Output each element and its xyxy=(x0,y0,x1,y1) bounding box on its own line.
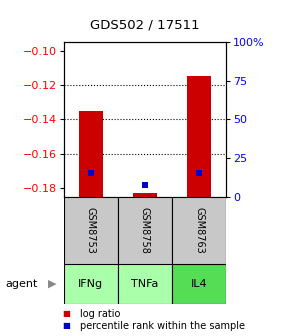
Text: GSM8758: GSM8758 xyxy=(140,207,150,254)
Bar xyxy=(64,197,118,264)
Bar xyxy=(172,264,226,304)
Bar xyxy=(187,76,211,197)
Text: ▶: ▶ xyxy=(48,279,57,289)
Bar xyxy=(79,111,103,197)
Text: GDS502 / 17511: GDS502 / 17511 xyxy=(90,18,200,32)
Text: TNFa: TNFa xyxy=(131,279,159,289)
Text: GSM8753: GSM8753 xyxy=(86,207,96,254)
Bar xyxy=(172,197,226,264)
Text: IFNg: IFNg xyxy=(78,279,104,289)
Text: percentile rank within the sample: percentile rank within the sample xyxy=(80,321,245,331)
Text: ■: ■ xyxy=(62,321,70,330)
Text: GSM8763: GSM8763 xyxy=(194,207,204,254)
Text: IL4: IL4 xyxy=(191,279,207,289)
Bar xyxy=(133,193,157,197)
Bar xyxy=(118,197,172,264)
Text: agent: agent xyxy=(6,279,38,289)
Bar xyxy=(64,264,118,304)
Text: ■: ■ xyxy=(62,309,70,318)
Bar xyxy=(118,264,172,304)
Text: log ratio: log ratio xyxy=(80,309,120,319)
